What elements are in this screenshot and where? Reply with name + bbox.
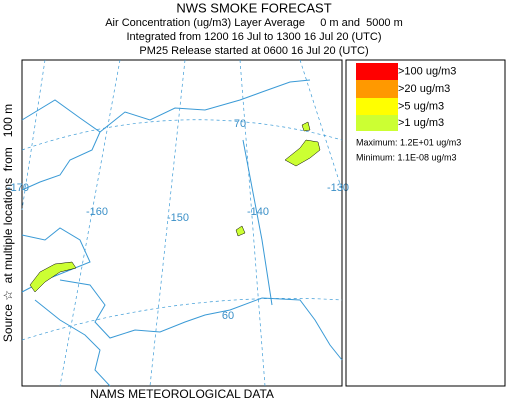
legend-swatch: [356, 98, 398, 115]
graticule-label: -130: [327, 182, 349, 194]
legend-label: >5 ug/m3: [398, 100, 444, 112]
legend-swatch: [356, 80, 398, 98]
graticule-label: -150: [167, 212, 189, 224]
graticule-label: 70: [234, 118, 246, 130]
subtitle: PM25 Release started at 0600 16 Jul 20 (…: [139, 45, 368, 57]
legend-frame: [345, 59, 506, 387]
legend-swatch: [356, 63, 398, 80]
maximum: Maximum: 1.2E+01 ug/m3: [356, 137, 461, 147]
subtitle: Integrated from 1200 16 Jul to 1300 16 J…: [127, 31, 382, 43]
title: NWS SMOKE FORECAST: [176, 0, 331, 15]
legend-label: >20 ug/m3: [398, 83, 450, 95]
footer: NAMS METEOROLOGICAL DATA: [90, 387, 274, 401]
graticule-label: -170: [7, 182, 29, 194]
minimum: Minimum: 1.1E-08 ug/m3: [356, 152, 457, 162]
legend-swatch: [356, 115, 398, 131]
map: [21, 59, 343, 387]
map-frame: [21, 59, 343, 387]
graticule-label: -140: [247, 206, 269, 218]
legend-label: >100 ug/m3: [398, 65, 456, 77]
legend-label: >1 ug/m3: [398, 117, 444, 129]
source-label: Source ☆ at multiple locations from 100 …: [1, 104, 15, 342]
subtitle: Air Concentration (ug/m3) Layer Average …: [105, 17, 403, 29]
graticule-label: 60: [222, 310, 234, 322]
graticule-label: -160: [86, 206, 108, 218]
